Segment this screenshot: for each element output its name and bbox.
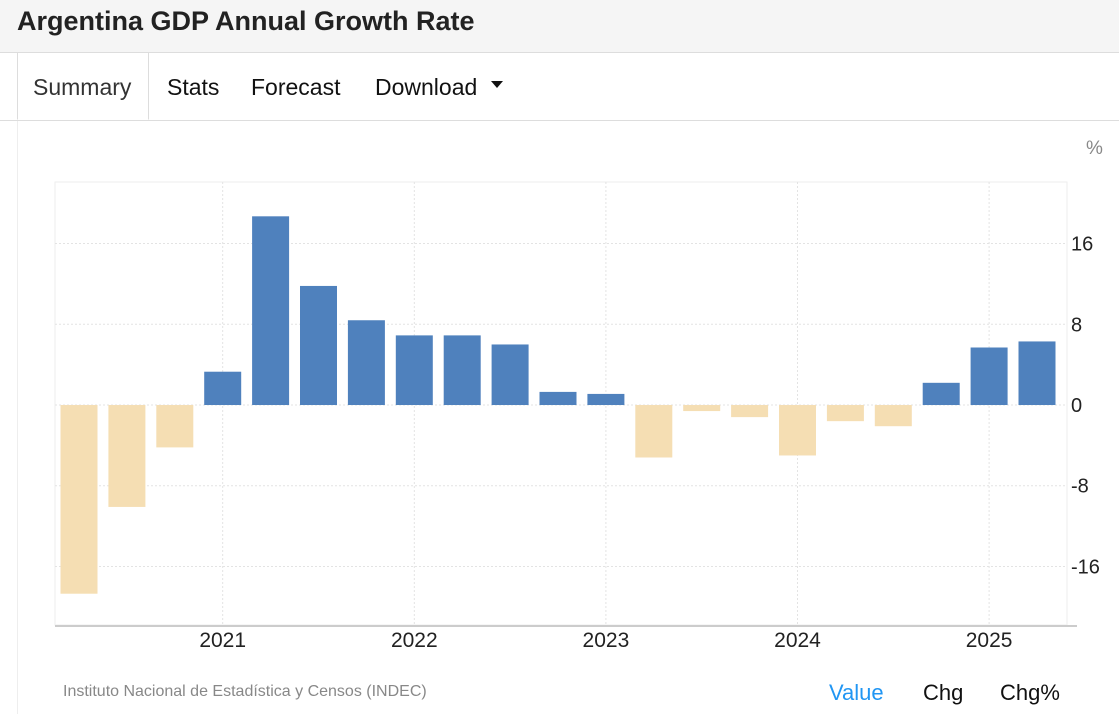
- bar-2021Q1: [204, 371, 242, 406]
- bar-2025Q1: [970, 347, 1008, 406]
- bar-2020Q4: [156, 405, 194, 448]
- unit-label: %: [1086, 138, 1103, 159]
- tab-stats[interactable]: Stats: [167, 74, 220, 100]
- x-tick-label: 2025: [966, 629, 1013, 652]
- mode-chg-button[interactable]: Chg: [923, 680, 964, 705]
- bar-2021Q4: [347, 320, 385, 406]
- y-tick-label: -16: [1071, 556, 1100, 578]
- bar-2024Q1: [779, 405, 816, 456]
- mode-chgpct-button[interactable]: Chg%: [1000, 680, 1060, 705]
- tab-bar: Summary Stats Forecast Download: [0, 52, 1119, 121]
- tab-download[interactable]: Download: [375, 74, 504, 101]
- x-tick-label: 2023: [583, 629, 630, 652]
- bar-2022Q3: [491, 344, 529, 406]
- chart-panel: [17, 121, 1119, 714]
- x-tick-label: 2024: [774, 629, 821, 652]
- bar-2023Q2: [635, 405, 673, 458]
- bar-2024Q2: [826, 405, 864, 422]
- title-bar: Argentina GDP Annual Growth Rate: [0, 0, 1119, 53]
- bar-2023Q4: [731, 405, 769, 418]
- bar-2020Q3: [108, 405, 146, 507]
- bar-2024Q4: [922, 382, 960, 406]
- tab-summary[interactable]: Summary: [17, 52, 149, 120]
- x-tick-label: 2022: [391, 629, 438, 652]
- bar-2021Q2: [252, 216, 290, 406]
- bar-2022Q1: [395, 335, 433, 406]
- bar-2020Q2: [60, 405, 98, 594]
- bar-2022Q4: [539, 391, 577, 406]
- mode-value-button[interactable]: Value: [829, 680, 884, 705]
- bar-2023Q1: [587, 393, 625, 406]
- bar-2023Q3: [683, 405, 721, 412]
- y-tick-label: 0: [1071, 395, 1082, 417]
- page-title: Argentina GDP Annual Growth Rate: [17, 6, 475, 36]
- y-tick-label: 8: [1071, 314, 1082, 336]
- bar-2024Q3: [874, 405, 912, 427]
- x-tick-label: 2021: [199, 629, 246, 652]
- bar-2022Q2: [443, 335, 481, 406]
- y-tick-label: -8: [1071, 476, 1089, 498]
- caret-down-icon: [491, 81, 504, 89]
- tab-download-label: Download: [375, 74, 478, 100]
- source-label: Instituto Nacional de Estadística y Cens…: [63, 683, 427, 700]
- bar-2021Q3: [300, 285, 337, 406]
- tab-forecast[interactable]: Forecast: [251, 74, 341, 100]
- bar-2025Q2: [1018, 341, 1056, 406]
- y-tick-label: 16: [1071, 234, 1093, 256]
